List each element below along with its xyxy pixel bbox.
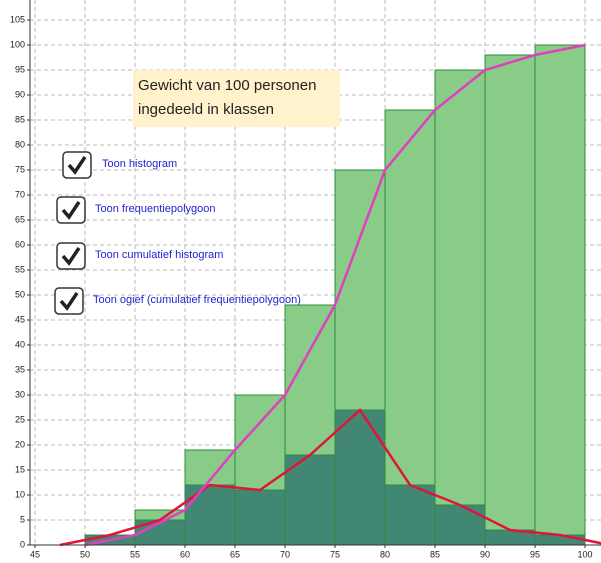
checkmark bbox=[61, 201, 81, 220]
y-tick-label: 75 bbox=[15, 164, 25, 174]
y-tick-label: 80 bbox=[15, 139, 25, 149]
polygon-line bbox=[84, 43, 586, 547]
y-tick-label: 20 bbox=[15, 439, 25, 449]
histogram-bar bbox=[434, 69, 486, 546]
y-tick-label: 5 bbox=[20, 514, 25, 524]
histogram-bar bbox=[484, 54, 536, 546]
checkbox[interactable] bbox=[56, 242, 86, 270]
checkbox-label[interactable]: Toon histogram bbox=[102, 158, 177, 170]
x-tick-label: 65 bbox=[230, 549, 240, 559]
checkmark bbox=[67, 156, 87, 175]
y-tick-label: 70 bbox=[15, 189, 25, 199]
annotation: Gewicht van 100 personen bbox=[138, 77, 316, 94]
y-tick-label: 85 bbox=[15, 114, 25, 124]
y-tick-label: 90 bbox=[15, 89, 25, 99]
x-tick-label: 85 bbox=[430, 549, 440, 559]
y-tick-label: 45 bbox=[15, 314, 25, 324]
x-tick-label: 100 bbox=[577, 549, 592, 559]
y-tick-label: 30 bbox=[15, 389, 25, 399]
polygon-line bbox=[59, 408, 601, 547]
y-tick-label: 40 bbox=[15, 339, 25, 349]
annotation-box bbox=[133, 70, 340, 127]
y-tick-label: 100 bbox=[10, 39, 25, 49]
annotation: ingedeeld in klassen bbox=[138, 101, 274, 118]
histogram-bar bbox=[384, 484, 436, 546]
y-tick-label: 95 bbox=[15, 64, 25, 74]
y-tick-label: 55 bbox=[15, 264, 25, 274]
y-tick-label: 105 bbox=[10, 14, 25, 24]
x-tick-label: 75 bbox=[330, 549, 340, 559]
x-tick-label: 90 bbox=[480, 549, 490, 559]
checkmark bbox=[59, 292, 79, 311]
checkmark bbox=[61, 247, 81, 266]
histogram-bar bbox=[534, 534, 586, 546]
checkbox[interactable] bbox=[56, 196, 86, 224]
histogram-bar bbox=[184, 484, 236, 546]
y-tick-label: 60 bbox=[15, 239, 25, 249]
y-tick-label: 65 bbox=[15, 214, 25, 224]
x-tick-label: 95 bbox=[530, 549, 540, 559]
histogram-bar bbox=[534, 44, 586, 546]
y-tick-label: 0 bbox=[20, 539, 25, 549]
histogram-bar bbox=[234, 489, 286, 546]
x-tick-label: 55 bbox=[130, 549, 140, 559]
checkbox[interactable] bbox=[62, 151, 92, 179]
histogram-bar bbox=[434, 504, 486, 546]
checkbox-label[interactable]: Toon frequentiepolygoon bbox=[95, 203, 215, 215]
histogram-bar bbox=[384, 109, 436, 546]
x-tick-label: 45 bbox=[30, 549, 40, 559]
histogram-bar bbox=[334, 409, 386, 546]
checkbox-label[interactable]: Toon cumulatief histogram bbox=[95, 249, 223, 261]
checkbox-label[interactable]: Toon ogief (cumulatief frequentiepolygoo… bbox=[93, 294, 301, 306]
x-tick-label: 70 bbox=[280, 549, 290, 559]
y-tick-label: 10 bbox=[15, 489, 25, 499]
y-tick-label: 15 bbox=[15, 464, 25, 474]
x-tick-label: 50 bbox=[80, 549, 90, 559]
x-tick-label: 60 bbox=[180, 549, 190, 559]
x-tick-label: 80 bbox=[380, 549, 390, 559]
y-tick-label: 50 bbox=[15, 289, 25, 299]
y-tick-label: 35 bbox=[15, 364, 25, 374]
checkbox[interactable] bbox=[54, 287, 84, 315]
y-tick-label: 25 bbox=[15, 414, 25, 424]
